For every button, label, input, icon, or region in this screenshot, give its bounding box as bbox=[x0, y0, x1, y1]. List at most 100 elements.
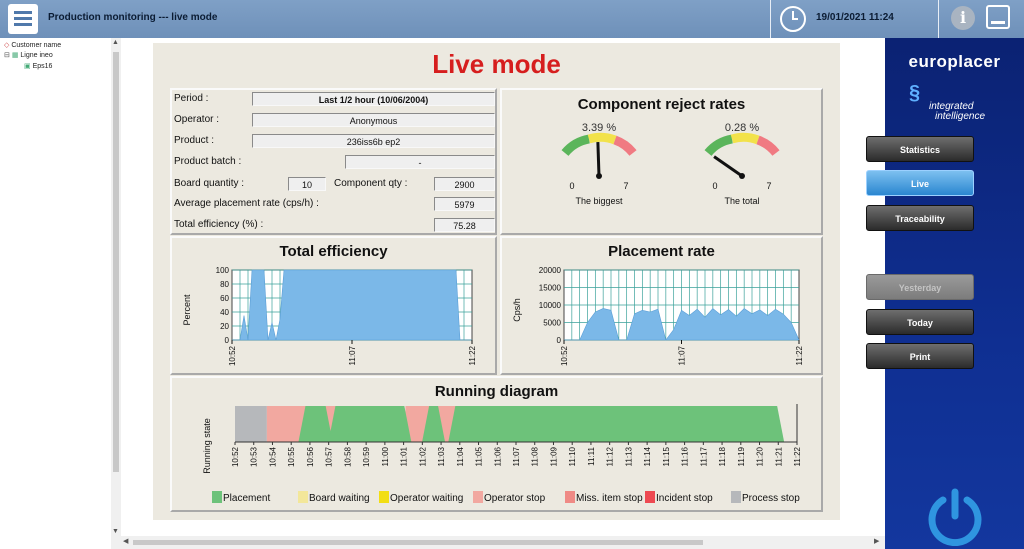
x-tick-label: 11:16 bbox=[681, 446, 690, 466]
x-tick-label: 11:12 bbox=[606, 446, 615, 466]
traceability-button[interactable]: Traceability bbox=[866, 205, 974, 231]
scroll-thumb[interactable] bbox=[133, 540, 703, 545]
title-separator bbox=[770, 0, 771, 38]
running-segment bbox=[298, 406, 333, 442]
gauge-arc-green bbox=[704, 134, 734, 157]
gauge-biggest: 3.39 % 0 7 The biggest bbox=[561, 122, 637, 206]
x-tick-label: 10:55 bbox=[287, 446, 296, 467]
legend-swatch bbox=[473, 491, 483, 503]
period-label: Period : bbox=[174, 93, 209, 104]
average-rate-label: Average placement rate (cps/h) : bbox=[174, 198, 319, 209]
info-icon[interactable]: i bbox=[951, 6, 975, 30]
y-tick-label: 20 bbox=[220, 322, 229, 331]
y-tick-label: 80 bbox=[220, 280, 229, 289]
x-tick-label: 10:52 bbox=[228, 345, 237, 366]
x-tick-label: 10:53 bbox=[250, 446, 259, 467]
operator-value: Anonymous bbox=[252, 113, 495, 127]
y-tick-label: 100 bbox=[216, 266, 230, 275]
x-tick-label: 11:08 bbox=[531, 446, 540, 466]
live-button[interactable]: Live bbox=[866, 170, 974, 196]
y-axis-label: Percent bbox=[182, 294, 192, 326]
x-tick-label: 11:06 bbox=[493, 446, 502, 466]
component-qty-value: 2900 bbox=[434, 177, 495, 191]
y-tick-label: 40 bbox=[220, 308, 229, 317]
page-title: Live mode bbox=[432, 49, 561, 79]
running-segment bbox=[235, 406, 267, 442]
brand-tagline: integrated intelligence bbox=[929, 102, 985, 122]
today-button[interactable]: Today bbox=[866, 309, 974, 335]
x-tick-label: 10:58 bbox=[343, 446, 352, 467]
legend-swatch bbox=[645, 491, 655, 503]
x-tick-label: 11:14 bbox=[643, 446, 652, 466]
gauge-caption: The total bbox=[724, 196, 759, 206]
gauge-hub bbox=[739, 173, 745, 179]
vertical-scrollbar[interactable]: ▲ ▼ bbox=[111, 38, 121, 549]
y-tick-label: 0 bbox=[557, 336, 562, 345]
running-segment bbox=[422, 406, 446, 442]
scroll-up-icon[interactable]: ▲ bbox=[112, 39, 119, 46]
title-separator bbox=[938, 0, 939, 38]
tree-node-label: Eps16 bbox=[32, 63, 53, 70]
legend-swatch bbox=[565, 491, 575, 503]
legend-label: Placement bbox=[223, 493, 270, 504]
yesterday-button[interactable]: Yesterday bbox=[866, 274, 974, 300]
legend-swatch bbox=[731, 491, 741, 503]
gauge-arc-yellow bbox=[730, 132, 760, 145]
line-icon: ▦ bbox=[11, 52, 19, 59]
brand-swirl-icon: § bbox=[909, 82, 921, 104]
gauge-hub bbox=[596, 173, 602, 179]
scroll-thumb[interactable] bbox=[113, 52, 119, 472]
gauge-value: 3.39 % bbox=[582, 122, 616, 134]
legend-label: Board waiting bbox=[309, 493, 370, 504]
gauge-max: 7 bbox=[766, 181, 771, 191]
x-tick-label: 11:22 bbox=[468, 345, 477, 365]
period-value: Last 1/2 hour (10/06/2004) bbox=[252, 92, 495, 106]
gauge-max: 7 bbox=[623, 181, 628, 191]
x-tick-label: 11:17 bbox=[699, 446, 708, 466]
statistics-button[interactable]: Statistics bbox=[866, 136, 974, 162]
legend-label: Process stop bbox=[742, 493, 800, 504]
placement-chart-title: Placement rate bbox=[608, 243, 715, 260]
gauge-min: 0 bbox=[569, 181, 574, 191]
x-tick-label: 11:13 bbox=[624, 446, 633, 466]
print-button[interactable]: Print bbox=[866, 343, 974, 369]
placement-chart: Cps/h 20000 15000 10000 5000 010:52 11:07 11:2… bbox=[512, 266, 804, 366]
y-tick-label: 10000 bbox=[539, 301, 562, 310]
power-icon[interactable] bbox=[926, 488, 984, 546]
gauge-arc-yellow bbox=[587, 132, 617, 145]
scroll-left-icon[interactable]: ◀ bbox=[123, 538, 129, 545]
gauge-arc-red bbox=[756, 135, 780, 156]
gauge-value: 0.28 % bbox=[725, 122, 759, 134]
tree-node-customer[interactable]: ◇ Customer name bbox=[4, 41, 61, 49]
gauge-total: 0.28 % 0 7 The total bbox=[704, 122, 780, 206]
tree-node-line[interactable]: ⊟ ▦ Ligne ineo bbox=[4, 51, 53, 59]
tree-node-machine[interactable]: ▣ Eps16 bbox=[24, 62, 52, 70]
running-segment bbox=[328, 406, 412, 442]
gauge-needle bbox=[713, 155, 743, 178]
running-diagram-panel: Running diagram Running state 10:52 10:53… bbox=[170, 376, 823, 512]
total-efficiency-label: Total efficiency (%) : bbox=[174, 219, 264, 230]
x-tick-label: 11:11 bbox=[587, 446, 596, 465]
horizontal-scrollbar[interactable]: ◀ ▶ bbox=[121, 536, 885, 549]
tagline-line-2: intelligence bbox=[935, 111, 986, 122]
expand-icon[interactable]: ⊟ bbox=[4, 52, 10, 59]
x-tick-label: 11:01 bbox=[400, 446, 409, 466]
reject-gauges: 3.39 % 0 7 The biggest 0.28 % 0 7 The to bbox=[561, 122, 780, 206]
running-diagram-title: Running diagram bbox=[434, 383, 559, 400]
x-tick-label: 10:54 bbox=[268, 446, 277, 467]
y-axis-label: Cps/h bbox=[512, 298, 522, 322]
scroll-down-icon[interactable]: ▼ bbox=[112, 528, 119, 535]
scroll-right-icon[interactable]: ▶ bbox=[874, 538, 880, 545]
total-efficiency-value: 75.28 bbox=[434, 218, 495, 232]
y-tick-label: 60 bbox=[220, 294, 229, 303]
board-quantity-label: Board quantity : bbox=[174, 178, 245, 189]
window-icon[interactable] bbox=[986, 5, 1010, 29]
customer-icon: ◇ bbox=[4, 42, 10, 49]
gauge-arc-red bbox=[613, 135, 637, 156]
x-tick-label: 10:59 bbox=[362, 446, 371, 467]
menu-icon[interactable] bbox=[8, 4, 38, 34]
efficiency-chart-title: Total efficiency bbox=[279, 243, 388, 260]
x-tick-label: 11:02 bbox=[418, 446, 427, 466]
area-series bbox=[564, 308, 800, 341]
x-tick-label: 11:20 bbox=[756, 446, 765, 466]
